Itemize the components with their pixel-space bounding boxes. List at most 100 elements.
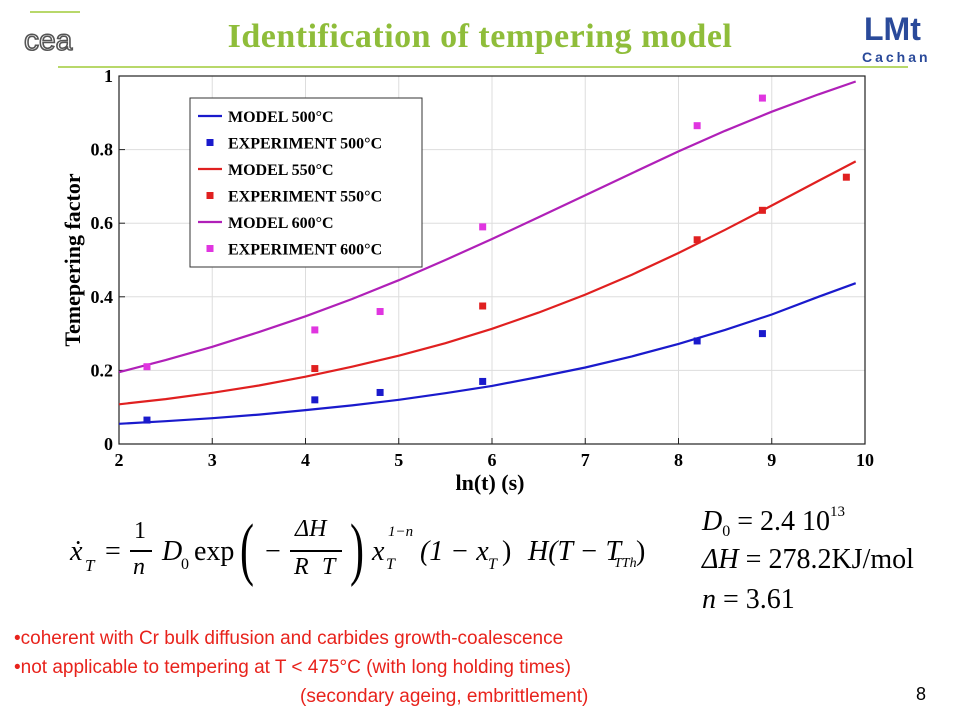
eq-exp: exp (194, 536, 235, 567)
cea-logo-icon: cea (23, 11, 80, 58)
y-tick-label: 0.4 (91, 287, 114, 307)
data-point-1-2 (376, 388, 384, 396)
y-tick-label: 0.2 (91, 360, 114, 380)
legend-box (189, 97, 423, 268)
tempering-equation: ẋ T = 1 n D 0 exp ( − ΔH R T ) x T 1−n (… (70, 510, 645, 605)
eq-close-paren: ) (502, 536, 512, 567)
legend-marker-swatch (206, 192, 214, 199)
data-point-5-1 (311, 326, 319, 334)
page-number: 8 (916, 684, 927, 704)
param-D0-exp: 13 (830, 504, 846, 520)
data-point-3-4 (842, 173, 850, 181)
data-point-1-5 (758, 330, 766, 338)
bullet-3: (secondary ageing, embrittlement) (300, 686, 589, 707)
x-axis-label: ln(t) (s) (455, 470, 524, 495)
data-point-1-0 (143, 416, 151, 424)
data-point-5-2 (376, 308, 384, 316)
eq-x: x (372, 536, 385, 567)
param-n-label: n (702, 584, 716, 615)
eq-R: R (294, 554, 309, 580)
series-line-0 (118, 282, 857, 425)
param-n: n = 3.61 (702, 584, 795, 616)
eq-heaviside: H(T − T (528, 536, 622, 567)
data-point-1-4 (693, 337, 701, 345)
data-point-1-1 (311, 396, 319, 404)
eq-x-sub: T (386, 556, 395, 573)
legend-label: EXPERIMENT 500°C (228, 136, 382, 153)
eq-one: 1 (134, 518, 146, 544)
data-point-5-4 (693, 122, 701, 130)
bullet-1: •coherent with Cr bulk diffusion and car… (14, 628, 564, 649)
legend-label: EXPERIMENT 600°C (228, 242, 382, 259)
chart-legend: MODEL 500°C EXPERIMENT 500°C MODEL 550°C EX… (189, 97, 423, 268)
eq-close-paren-2: ) (636, 536, 646, 567)
series-line-4 (118, 80, 857, 374)
eq-minus: − (265, 536, 281, 567)
legend-marker-swatch (206, 245, 214, 252)
eq-equals: = (105, 536, 121, 567)
eq-D-sub: 0 (181, 556, 189, 573)
legend-label: MODEL 600°C (228, 215, 334, 232)
eq-big-paren-close: ) (350, 511, 364, 588)
chart-axes: 2 3 4 5 6 7 8 9 10 0 0.2 0.4 0.6 0.8 1 (91, 66, 875, 470)
eq-big-paren-open: ( (240, 511, 254, 588)
data-point-3-2 (693, 236, 701, 244)
eq-one-minus-x: (1 − x (420, 536, 489, 567)
param-D0-label: D (702, 506, 723, 537)
data-point-3-3 (758, 206, 766, 214)
eq-n: n (133, 554, 145, 580)
legend-label: EXPERIMENT 550°C (228, 189, 382, 206)
param-dH-value: = 278.2KJ/mol (738, 544, 914, 575)
param-dH: ΔH = 278.2KJ/mol (702, 544, 914, 576)
bullet-list: •coherent with Cr bulk diffusion and car… (14, 624, 588, 711)
header-divider (58, 66, 908, 68)
param-n-value: = 3.61 (716, 584, 795, 615)
data-point-3-1 (479, 302, 487, 310)
eq-x-sub-2: T (488, 556, 497, 573)
lmt-cachan-logo-icon: LMt Cachan (862, 11, 931, 65)
tempering-chart: 2 3 4 5 6 7 8 9 10 0 0.2 0.4 0.6 0.8 1 MODEL 500°C EXPE… (60, 66, 875, 495)
y-tick-label: 1 (104, 66, 113, 86)
chart-series (118, 80, 857, 425)
data-point-5-3 (479, 223, 487, 231)
y-tick-label: 0.8 (91, 140, 114, 160)
eq-frac-line-2 (290, 550, 342, 552)
data-point-3-0 (311, 365, 319, 373)
slide-title: Identification of tempering model (227, 18, 733, 55)
x-tick-label: 6 (488, 450, 497, 470)
y-axis-label: Temepering factor (60, 173, 85, 347)
x-tick-label: 4 (301, 450, 310, 470)
data-point-5-0 (143, 363, 151, 371)
param-D0: D0 = 2.4 1013 (702, 504, 845, 541)
x-tick-label: 10 (856, 450, 874, 470)
x-tick-label: 9 (767, 450, 776, 470)
eq-T: T (322, 554, 336, 580)
eq-D: D (162, 536, 183, 567)
lmt-logo-text: LMt (864, 11, 921, 47)
y-tick-label: 0 (104, 434, 113, 454)
data-point-1-3 (479, 377, 487, 385)
eq-exponent: 1−n (388, 524, 414, 540)
param-D0-sub: 0 (722, 523, 731, 540)
legend-marker-swatch (206, 139, 214, 146)
cea-logo-text: cea (24, 24, 73, 57)
x-tick-label: 2 (115, 450, 124, 470)
eq-deltaH: ΔH (295, 516, 327, 542)
legend-label: MODEL 500°C (228, 109, 334, 126)
eq-TTh-sub: TTh (614, 556, 637, 571)
x-tick-label: 8 (674, 450, 683, 470)
data-point-5-5 (758, 94, 766, 102)
series-line-2 (118, 160, 857, 406)
param-dH-label: ΔH (702, 544, 739, 575)
bullet-2: •not applicable to tempering at T < 475°… (14, 657, 571, 678)
param-D0-value: = 2.4 10 (730, 506, 831, 537)
x-tick-label: 7 (581, 450, 590, 470)
legend-label: MODEL 550°C (228, 162, 334, 179)
eq-frac-line-1 (130, 550, 152, 552)
eq-sub-T: T (85, 556, 95, 575)
cachan-logo-text: Cachan (862, 49, 931, 65)
x-tick-label: 5 (394, 450, 403, 470)
eq-xdot: ẋ (70, 536, 83, 567)
y-tick-label: 0.6 (91, 213, 114, 233)
